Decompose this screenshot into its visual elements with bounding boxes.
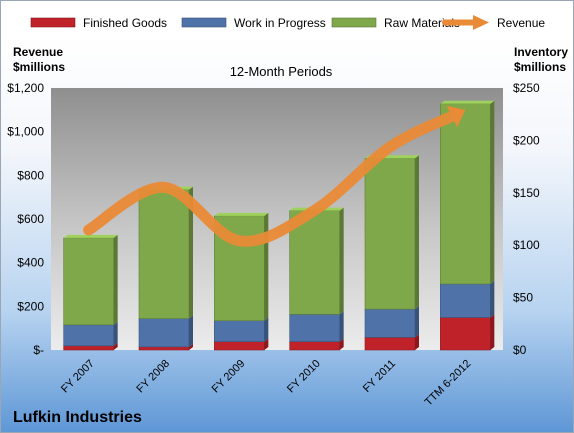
bar-side bbox=[415, 334, 419, 350]
bar-segment bbox=[63, 321, 118, 347]
bar-segment bbox=[214, 317, 269, 342]
left-tick-label: $600 bbox=[17, 212, 44, 226]
left-axis-ticks: $- $200 $400 $600 $800 $1,000 $1,200 bbox=[7, 81, 44, 357]
bar-side bbox=[264, 212, 269, 321]
x-axis-labels: FY 2007 FY 2008 FY 2009 FY 2010 FY 2011 TTM 6… bbox=[59, 358, 473, 409]
bar-side bbox=[113, 342, 118, 350]
bar-front bbox=[214, 341, 265, 351]
x-tick-label: FY 2010 bbox=[285, 358, 323, 396]
right-axis-label: Inventory bbox=[514, 45, 568, 59]
bar-segment bbox=[364, 155, 419, 310]
right-tick-label: $50 bbox=[513, 291, 533, 305]
left-tick-label: $1,200 bbox=[7, 81, 44, 95]
left-tick-label: $800 bbox=[17, 168, 44, 182]
bar-side bbox=[264, 317, 269, 342]
left-tick-label: $- bbox=[33, 343, 44, 357]
bar-top bbox=[214, 212, 269, 216]
bar-front bbox=[214, 320, 265, 342]
x-tick-label: FY 2007 bbox=[59, 358, 97, 396]
bar-side bbox=[189, 186, 193, 319]
bar-top bbox=[440, 100, 495, 104]
bar-segment bbox=[440, 314, 495, 351]
bar-side bbox=[113, 234, 118, 325]
right-axis-ticks: $0 $50 $100 $150 $200 $250 bbox=[513, 81, 540, 357]
bar-front bbox=[440, 103, 491, 285]
bar-side bbox=[415, 155, 419, 310]
legend-swatch bbox=[181, 17, 227, 28]
bar-segment bbox=[138, 186, 193, 319]
bar-segment bbox=[440, 100, 495, 285]
bar-side bbox=[339, 311, 344, 342]
bar-front bbox=[138, 318, 190, 348]
bar-side bbox=[189, 343, 193, 350]
bar-front bbox=[440, 317, 491, 351]
chart-subtitle: 12-Month Periods bbox=[230, 64, 333, 79]
x-tick-label: FY 2011 bbox=[361, 358, 398, 395]
bar-side bbox=[339, 207, 344, 315]
bar-segment bbox=[364, 306, 419, 338]
bar-front bbox=[364, 308, 416, 338]
bar-segment bbox=[63, 234, 118, 326]
left-axis-unit: $millions bbox=[13, 60, 65, 74]
bar-segment bbox=[289, 311, 344, 342]
right-tick-label: $100 bbox=[513, 238, 540, 252]
bar-front bbox=[63, 324, 114, 347]
bar-side bbox=[189, 315, 193, 347]
left-tick-label: $1,000 bbox=[7, 125, 44, 139]
bar-front bbox=[138, 189, 190, 319]
x-tick-label: FY 2008 bbox=[134, 358, 172, 396]
bar-front bbox=[289, 210, 340, 315]
bar-side bbox=[490, 314, 495, 350]
right-tick-label: $200 bbox=[513, 133, 540, 147]
legend-swatch bbox=[331, 17, 377, 28]
x-tick-label: TTM 6-2012 bbox=[423, 358, 474, 409]
left-axis-label: Revenue bbox=[13, 45, 63, 59]
legend: Finished Goods Work in Progress Raw Materi… bbox=[30, 15, 545, 30]
legend-label: Revenue bbox=[497, 16, 545, 30]
bar-front bbox=[138, 346, 190, 351]
right-tick-label: $150 bbox=[513, 186, 540, 200]
bar-front bbox=[63, 345, 114, 351]
revenue-arrowhead bbox=[446, 105, 466, 128]
right-tick-label: $250 bbox=[513, 81, 540, 95]
bar-top bbox=[63, 234, 118, 238]
left-tick-label: $400 bbox=[17, 256, 44, 270]
legend-label: Work in Progress bbox=[234, 16, 326, 30]
bar-segment bbox=[440, 280, 495, 318]
bar-segment bbox=[138, 315, 193, 348]
legend-label: Raw Materials bbox=[384, 16, 460, 30]
bar-side bbox=[490, 280, 495, 318]
legend-swatch bbox=[30, 17, 76, 28]
bar-front bbox=[364, 337, 416, 351]
bar-front bbox=[440, 283, 491, 318]
right-tick-label: $0 bbox=[513, 343, 527, 357]
bar-front bbox=[289, 314, 340, 342]
bar-side bbox=[113, 321, 118, 346]
bar-side bbox=[339, 338, 344, 350]
legend-label: Finished Goods bbox=[83, 16, 167, 30]
revenue-line bbox=[83, 109, 461, 247]
legend-revenue-arrowhead bbox=[473, 15, 489, 30]
x-tick-label: FY 2009 bbox=[210, 358, 248, 396]
right-axis-unit: $millions bbox=[514, 60, 566, 74]
bar-front bbox=[364, 157, 416, 310]
left-tick-label: $200 bbox=[17, 299, 44, 313]
bar-side bbox=[264, 338, 269, 350]
company-name: Lufkin Industries bbox=[13, 409, 142, 426]
bar-side bbox=[490, 100, 495, 284]
bar-side bbox=[415, 306, 419, 338]
revenue-line-layer bbox=[83, 105, 466, 247]
bar-front bbox=[289, 341, 340, 351]
bar-front bbox=[63, 237, 114, 326]
